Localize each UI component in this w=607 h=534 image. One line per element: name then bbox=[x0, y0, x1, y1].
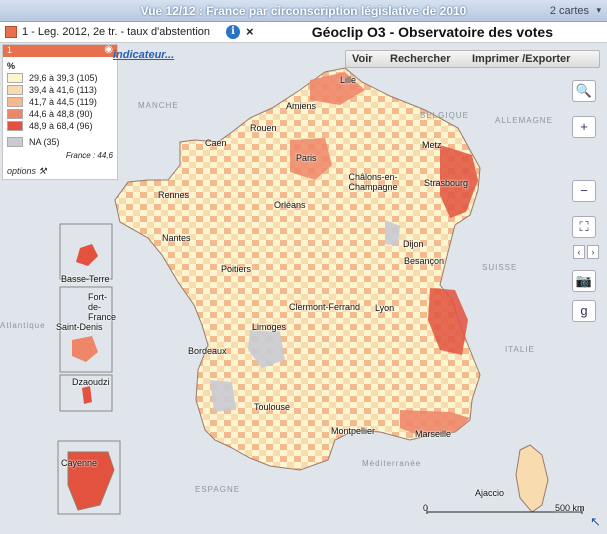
dropdown-arrow-icon[interactable]: ▾ bbox=[596, 5, 601, 15]
france-mainland bbox=[114, 67, 481, 471]
city-label[interactable]: Ajaccio bbox=[475, 488, 505, 498]
imprimer-menu[interactable]: Imprimer /Exporter bbox=[472, 53, 571, 65]
overseas-label[interactable]: Fort-de-France bbox=[88, 292, 117, 322]
north-hotspot bbox=[310, 72, 365, 105]
indicator-label: 1 - Leg. 2012, 2e tr. - taux d'abstentio… bbox=[22, 26, 211, 38]
country-label: ALLEMAGNE bbox=[495, 116, 553, 125]
city-label[interactable]: Rouen bbox=[250, 123, 277, 133]
legend-label: NA (35) bbox=[29, 137, 60, 147]
arrow-right-icon[interactable]: › bbox=[587, 245, 599, 259]
change-indicator-link[interactable]: indicateur... bbox=[113, 49, 175, 61]
country-label: Atlantique bbox=[0, 321, 46, 330]
fullscreen-icon[interactable]: ⛶ bbox=[572, 216, 596, 238]
city-label[interactable]: Clermont-Ferrand bbox=[289, 302, 361, 312]
south-hotspot bbox=[400, 410, 470, 436]
city-label[interactable]: Orléans bbox=[274, 200, 306, 210]
city-label[interactable]: Dijon bbox=[403, 239, 424, 249]
city-label[interactable]: Paris bbox=[296, 153, 317, 163]
options-link[interactable]: options ⚒ bbox=[7, 166, 47, 176]
mayotte bbox=[82, 386, 92, 404]
map-toolbar: Voir Rechercher Imprimer /Exporter bbox=[345, 50, 600, 68]
resize-arrow-icon[interactable]: ↖ bbox=[590, 514, 601, 529]
voir-menu[interactable]: Voir bbox=[352, 53, 373, 65]
legend-label: 44,6 à 48,8 (90) bbox=[29, 109, 93, 119]
legend-label: 41,7 à 44,5 (119) bbox=[29, 97, 97, 107]
country-label: MANCHE bbox=[138, 101, 179, 110]
reunion bbox=[72, 336, 98, 362]
eye-icon[interactable]: ◉ bbox=[104, 44, 113, 55]
city-label[interactable]: Lille bbox=[340, 75, 357, 85]
legend-label: 48,9 à 68,4 (96) bbox=[29, 121, 93, 131]
city-label[interactable]: Toulouse bbox=[254, 402, 291, 412]
legend-swatch bbox=[7, 85, 23, 95]
guyane bbox=[67, 451, 115, 511]
northeast-hotspot bbox=[440, 145, 478, 218]
legend-swatch bbox=[7, 97, 23, 107]
brand-title: Géoclip O3 - Observatoire des votes bbox=[311, 24, 553, 40]
legend-panel: 1 ◉ % 29,6 à 39,3 (105) 39,4 à 41,6 (113… bbox=[2, 44, 118, 180]
google-earth-icon[interactable]: g bbox=[572, 300, 596, 322]
country-label: SUISSE bbox=[482, 263, 518, 272]
legend-unit: % bbox=[7, 61, 16, 71]
zoom-in-button[interactable]: + bbox=[572, 116, 596, 138]
arrow-left-icon[interactable]: ‹ bbox=[573, 245, 585, 259]
title-bar[interactable]: Vue 12/12 : France par circonscription l… bbox=[0, 0, 607, 22]
city-label[interactable]: Caen bbox=[205, 138, 227, 148]
na-zone-1 bbox=[248, 330, 285, 368]
city-label[interactable]: Amiens bbox=[286, 101, 317, 111]
paris-region bbox=[290, 138, 332, 180]
city-label[interactable]: Bordeaux bbox=[188, 346, 227, 356]
city-label[interactable]: Strasbourg bbox=[424, 178, 469, 188]
close-icon[interactable]: × bbox=[246, 24, 254, 39]
city-label[interactable]: Limoges bbox=[252, 322, 287, 332]
overseas-label[interactable]: Cayenne bbox=[61, 458, 98, 468]
country-label: ITALIE bbox=[505, 345, 535, 354]
wrench-icon[interactable]: ⚒ bbox=[38, 166, 47, 176]
city-label[interactable]: Besançon bbox=[404, 256, 445, 266]
info-icon[interactable]: i bbox=[226, 25, 240, 39]
view-title[interactable]: Vue 12/12 : France par circonscription l… bbox=[140, 4, 467, 18]
city-label[interactable]: Nantes bbox=[162, 233, 191, 243]
na-zone-2 bbox=[210, 380, 236, 412]
alps-hotspot bbox=[428, 288, 468, 355]
country-label: BELGIQUE bbox=[420, 111, 469, 120]
legend-swatch bbox=[7, 73, 23, 83]
legend-number: 1 bbox=[7, 45, 13, 55]
indicator-swatch bbox=[5, 26, 17, 38]
city-label[interactable]: Poitiers bbox=[221, 264, 252, 274]
france-average: France : 44,6 bbox=[65, 151, 113, 160]
city-label[interactable]: Montpellier bbox=[331, 426, 376, 436]
rechercher-menu[interactable]: Rechercher bbox=[390, 53, 451, 65]
na-zone-3 bbox=[385, 220, 400, 246]
overseas-label[interactable]: Basse-Terre bbox=[61, 274, 110, 284]
legend-swatch bbox=[7, 137, 23, 147]
legend-label: 29,6 à 39,3 (105) bbox=[29, 73, 98, 83]
overseas-label[interactable]: Dzaoudzi bbox=[72, 377, 110, 387]
city-label[interactable]: Lyon bbox=[375, 303, 395, 313]
legend-swatch bbox=[7, 109, 23, 119]
legend-header: 1 ◉ bbox=[3, 44, 117, 57]
maps-count: 2 cartes bbox=[549, 5, 589, 17]
corsica bbox=[515, 444, 549, 513]
legend-label: 39,4 à 41,6 (113) bbox=[29, 85, 97, 95]
overseas-label[interactable]: Saint-Denis bbox=[56, 322, 103, 332]
country-label: ESPAGNE bbox=[195, 485, 241, 494]
map-canvas[interactable]: MANCHE BELGIQUE ALLEMAGNE SUISSE ITALIE … bbox=[0, 43, 607, 534]
city-label[interactable]: Rennes bbox=[158, 190, 190, 200]
city-label[interactable]: Marseille bbox=[415, 429, 452, 439]
legend-swatch bbox=[7, 121, 23, 131]
country-label: Méditerranée bbox=[362, 459, 422, 468]
scale-end: 500 km bbox=[555, 503, 585, 513]
camera-icon[interactable]: 📷 bbox=[572, 270, 596, 292]
indicator-bar: 1 - Leg. 2012, 2e tr. - taux d'abstentio… bbox=[0, 22, 607, 43]
city-label[interactable]: Châlons-en-Champagne bbox=[348, 172, 398, 192]
map-svg[interactable] bbox=[0, 43, 607, 534]
scale-start: 0 bbox=[423, 503, 429, 513]
guadeloupe bbox=[76, 244, 98, 266]
zoom-out-button[interactable]: − bbox=[572, 180, 596, 202]
city-label[interactable]: Metz bbox=[422, 140, 442, 150]
search-zoom-icon[interactable]: 🔍 bbox=[572, 80, 596, 102]
